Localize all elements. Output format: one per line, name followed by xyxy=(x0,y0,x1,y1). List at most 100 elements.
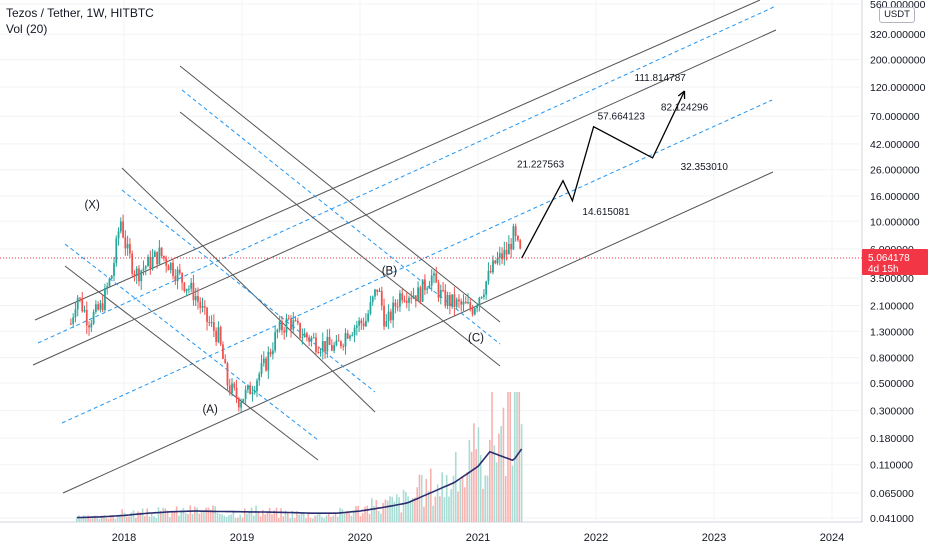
volume-bar xyxy=(123,512,126,522)
volume-bar xyxy=(187,514,189,522)
candle-body xyxy=(104,288,106,311)
candle-body xyxy=(83,310,86,312)
volume-indicator-label[interactable]: Vol (20) xyxy=(6,22,48,36)
candle-body xyxy=(387,311,390,322)
candle-body xyxy=(303,333,306,338)
volume-bar xyxy=(132,510,135,522)
candle-body xyxy=(424,279,426,290)
volume-ma-line xyxy=(76,448,523,519)
price-axis[interactable]: 0.041000 0.065000 0.110000 0.180000 0.300000… xyxy=(870,0,926,525)
volume-bar xyxy=(432,505,434,522)
volume-bar xyxy=(184,513,187,522)
volume-bar xyxy=(237,517,239,522)
candle-body xyxy=(126,243,129,249)
volume-bar xyxy=(461,476,464,522)
volume-bar xyxy=(159,510,162,522)
volume-bar xyxy=(405,491,407,522)
volume-bar xyxy=(330,516,332,522)
candle-body xyxy=(469,302,472,309)
volume-bar xyxy=(441,472,443,522)
volume-bar xyxy=(341,509,344,522)
volume-bar xyxy=(139,512,142,522)
candle-body xyxy=(183,282,186,292)
candle-body xyxy=(165,258,168,266)
projection-path: 21.227563 14.615081 57.664123 32.353010 111.… xyxy=(517,73,728,259)
time-axis[interactable]: 2018 2019 2020 2021 2022 2023 2024 xyxy=(112,532,844,544)
candle-body xyxy=(410,297,413,299)
volume-bar xyxy=(507,392,509,522)
volume-bar xyxy=(518,392,521,522)
volume-bar xyxy=(321,516,323,522)
candle-body xyxy=(224,358,227,364)
volume-bar xyxy=(169,517,171,522)
candle-body xyxy=(401,293,404,301)
volume-bar xyxy=(309,517,312,522)
volume-bar xyxy=(318,512,321,522)
candle-body xyxy=(346,333,349,339)
projection-line xyxy=(521,90,686,259)
volume-bar xyxy=(112,517,114,522)
candle-body xyxy=(442,290,444,292)
volume-bar xyxy=(255,505,257,522)
volume-bar xyxy=(479,454,482,522)
y-tick-label: 1.300000 xyxy=(870,326,914,338)
candle-body xyxy=(308,337,311,342)
candle-body xyxy=(233,383,236,388)
candle-body xyxy=(328,336,331,345)
volume-bar xyxy=(130,512,133,522)
volume-bar xyxy=(271,514,273,522)
wave-label: (B) xyxy=(382,265,398,277)
volume-bar xyxy=(339,507,341,522)
candle-body xyxy=(514,226,517,236)
candle-body xyxy=(149,256,152,269)
volume-bar xyxy=(82,515,85,522)
volume-bar xyxy=(477,427,480,522)
wave-labels: (X) (A) (B) (C) xyxy=(84,200,484,417)
candle-body xyxy=(237,398,240,408)
candle-body xyxy=(129,243,131,254)
candle-body xyxy=(167,265,170,271)
volume-bar xyxy=(520,424,523,522)
candle-body xyxy=(480,296,483,298)
currency-button[interactable]: USDT xyxy=(879,7,915,23)
price-badge-countdown: 4d 15h xyxy=(868,264,899,275)
volume-bar xyxy=(509,392,512,522)
candle-body xyxy=(215,330,218,342)
volume-bar xyxy=(493,445,496,522)
volume-bar xyxy=(225,516,228,522)
volume-bar xyxy=(400,512,403,522)
volume-bar xyxy=(498,433,500,522)
projection-value-label: 111.814787 xyxy=(635,73,687,84)
candle-body xyxy=(119,221,122,232)
candle-body xyxy=(258,373,261,381)
volume-bar xyxy=(232,510,235,522)
candle-body xyxy=(451,294,454,307)
candle-body xyxy=(247,385,249,390)
volume-bar xyxy=(141,508,144,522)
rising-channel-mid xyxy=(32,29,777,366)
volume-bar xyxy=(218,514,221,522)
volume-bar xyxy=(275,507,278,522)
candle-body xyxy=(190,282,193,289)
candle-body xyxy=(446,295,449,306)
volume-bar xyxy=(511,465,514,522)
volume-bar xyxy=(414,497,416,522)
volume-bar xyxy=(212,505,214,522)
candle-body xyxy=(88,325,90,328)
y-tick-label: 16.000000 xyxy=(870,191,920,203)
candle-body xyxy=(458,299,460,302)
volume-bar xyxy=(157,507,160,522)
volume-bar xyxy=(148,516,151,522)
candle-body xyxy=(292,320,295,330)
candle-body xyxy=(94,304,97,312)
volume-bar xyxy=(491,392,493,522)
candle-body xyxy=(174,275,177,282)
candle-body xyxy=(108,278,111,287)
volume-bar xyxy=(350,515,353,522)
projection-value-label: 21.227563 xyxy=(517,160,565,171)
y-tick-label: 0.800000 xyxy=(870,353,914,365)
volume-bar xyxy=(214,506,217,522)
candle-body xyxy=(124,237,127,249)
volume-bar xyxy=(364,506,366,522)
